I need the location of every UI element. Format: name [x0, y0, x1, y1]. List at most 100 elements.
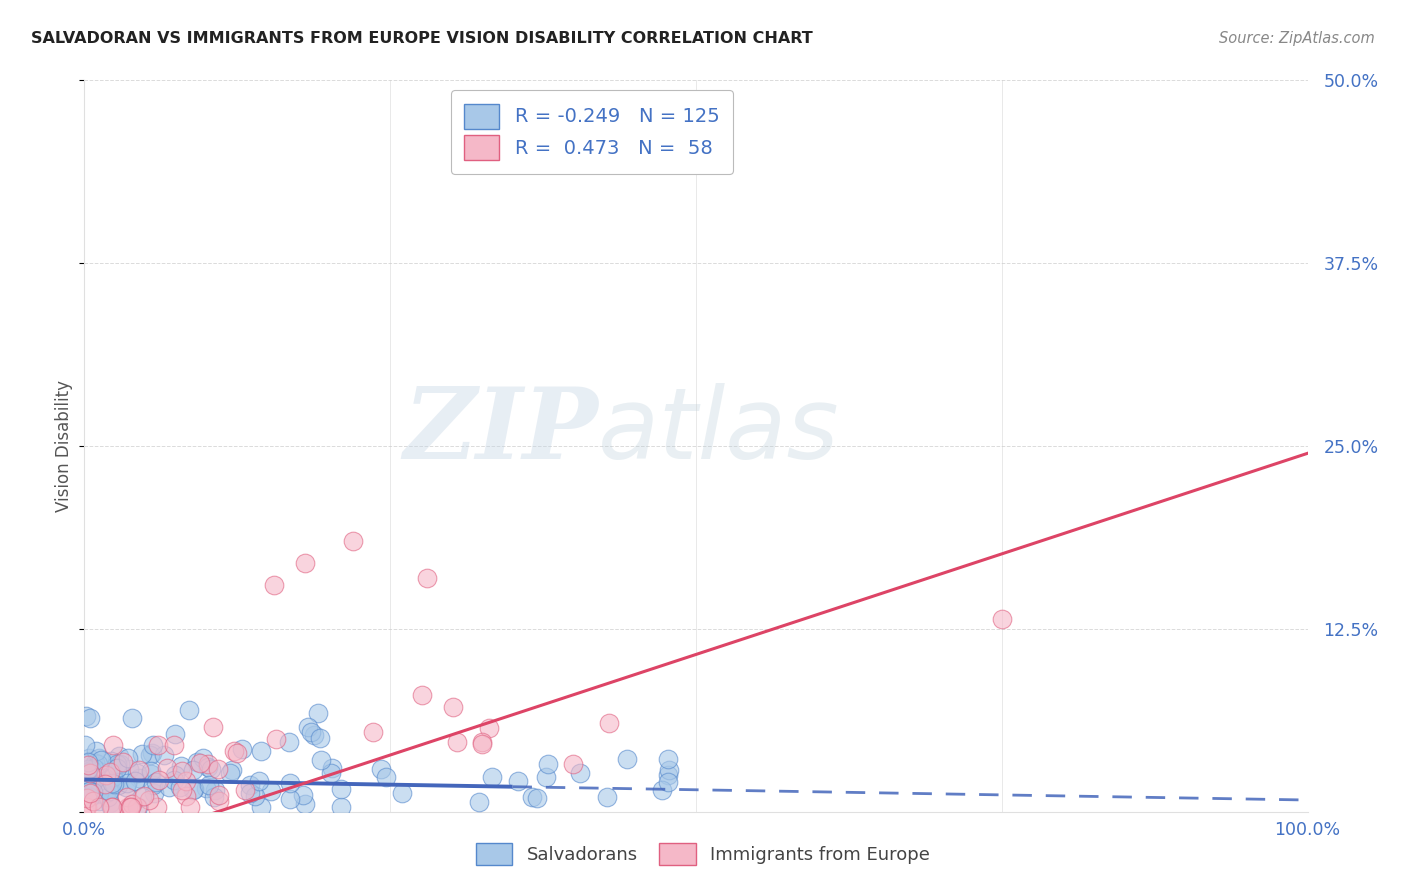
- Point: [156, 761, 179, 775]
- Point: [101, 739, 124, 753]
- Point: [239, 787, 262, 801]
- Point: [235, 783, 257, 797]
- Legend: Salvadorans, Immigrants from Europe: Salvadorans, Immigrants from Europe: [467, 834, 939, 874]
- Point: [163, 773, 186, 788]
- Point: [536, 756, 558, 771]
- Point: [82, 794, 104, 808]
- Point: [478, 722, 501, 736]
- Point: [145, 775, 167, 789]
- Point: [163, 727, 186, 741]
- Point: [111, 756, 134, 770]
- Point: [657, 752, 679, 766]
- Point: [169, 780, 191, 795]
- Point: [90, 764, 112, 779]
- Point: [117, 751, 139, 765]
- Point: [77, 751, 100, 765]
- Point: [100, 800, 122, 814]
- Point: [79, 789, 101, 804]
- Point: [263, 578, 285, 592]
- Point: [278, 792, 301, 806]
- Point: [97, 789, 120, 804]
- Point: [131, 790, 153, 805]
- Point: [121, 797, 143, 811]
- Point: [90, 753, 112, 767]
- Point: [657, 768, 679, 782]
- Point: [100, 800, 122, 814]
- Point: [163, 738, 186, 752]
- Point: [231, 742, 253, 756]
- Point: [526, 791, 548, 805]
- Point: [73, 738, 96, 752]
- Point: [221, 763, 243, 777]
- Point: [181, 783, 204, 797]
- Text: ZIP: ZIP: [404, 384, 598, 480]
- Point: [183, 782, 205, 797]
- Point: [80, 763, 103, 777]
- Point: [200, 762, 222, 776]
- Point: [201, 720, 224, 734]
- Point: [153, 748, 176, 763]
- Point: [416, 571, 439, 585]
- Point: [139, 747, 162, 762]
- Point: [75, 800, 97, 814]
- Point: [83, 761, 105, 775]
- Point: [121, 711, 143, 725]
- Point: [79, 784, 101, 798]
- Point: [330, 799, 353, 814]
- Point: [222, 744, 245, 758]
- Point: [118, 800, 141, 814]
- Point: [86, 787, 108, 801]
- Point: [141, 764, 163, 778]
- Point: [657, 774, 679, 789]
- Point: [79, 772, 101, 787]
- Point: [193, 751, 215, 765]
- Point: [115, 780, 138, 794]
- Point: [294, 556, 316, 570]
- Point: [301, 724, 323, 739]
- Text: Source: ZipAtlas.com: Source: ZipAtlas.com: [1219, 31, 1375, 46]
- Point: [194, 780, 217, 795]
- Point: [128, 764, 150, 778]
- Point: [87, 757, 110, 772]
- Point: [115, 776, 138, 790]
- Point: [361, 724, 384, 739]
- Point: [291, 788, 314, 802]
- Point: [94, 767, 117, 781]
- Point: [142, 786, 165, 800]
- Point: [76, 791, 98, 805]
- Point: [186, 755, 208, 769]
- Point: [304, 728, 326, 742]
- Point: [75, 709, 97, 723]
- Point: [76, 765, 98, 780]
- Point: [142, 739, 165, 753]
- Point: [596, 789, 619, 804]
- Point: [179, 703, 201, 717]
- Point: [141, 767, 163, 781]
- Point: [118, 762, 141, 776]
- Point: [207, 762, 229, 776]
- Point: [110, 756, 132, 771]
- Point: [157, 780, 180, 794]
- Point: [188, 756, 211, 771]
- Point: [98, 796, 121, 810]
- Text: atlas: atlas: [598, 383, 839, 480]
- Point: [84, 756, 107, 770]
- Point: [103, 770, 125, 784]
- Point: [616, 752, 638, 766]
- Point: [342, 534, 364, 549]
- Point: [658, 763, 681, 777]
- Legend: R = -0.249   N = 125, R =  0.473   N =  58: R = -0.249 N = 125, R = 0.473 N = 58: [451, 90, 734, 174]
- Point: [80, 779, 103, 793]
- Point: [204, 783, 226, 797]
- Point: [319, 765, 342, 780]
- Point: [142, 778, 165, 792]
- Point: [481, 771, 503, 785]
- Point: [89, 750, 111, 764]
- Point: [446, 735, 468, 749]
- Point: [76, 757, 98, 772]
- Point: [131, 747, 153, 762]
- Point: [100, 770, 122, 784]
- Point: [179, 800, 201, 814]
- Point: [96, 786, 118, 800]
- Point: [172, 783, 194, 797]
